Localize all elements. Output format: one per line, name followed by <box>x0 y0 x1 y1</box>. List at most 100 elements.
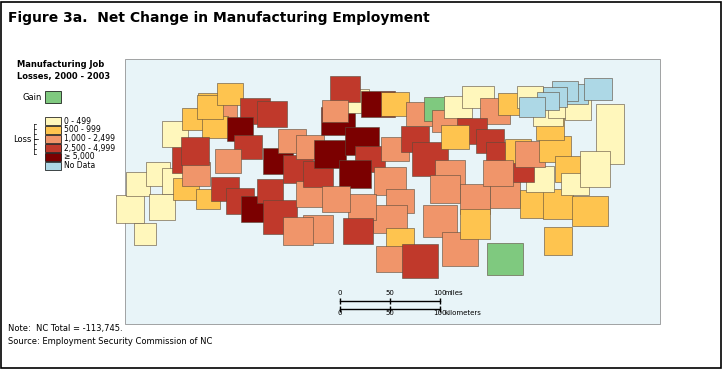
Bar <box>197 95 223 119</box>
Bar <box>441 125 469 149</box>
Bar <box>234 135 262 159</box>
Bar <box>45 117 61 125</box>
Bar <box>442 232 478 266</box>
Text: No Data: No Data <box>64 162 95 170</box>
Bar <box>257 179 283 203</box>
Bar <box>162 168 188 194</box>
Text: 100: 100 <box>433 310 447 316</box>
Bar <box>519 97 545 117</box>
Bar <box>506 156 534 182</box>
Bar <box>483 160 513 186</box>
Bar <box>457 118 487 144</box>
Bar <box>373 205 407 233</box>
Bar <box>498 93 526 115</box>
Bar <box>424 97 452 121</box>
Bar <box>283 155 313 183</box>
Bar <box>402 244 438 278</box>
Bar <box>240 98 270 124</box>
Text: Manufacturing Job: Manufacturing Job <box>17 60 104 69</box>
Bar <box>330 76 360 102</box>
Text: 500 - 999: 500 - 999 <box>64 125 100 134</box>
Bar <box>480 98 510 124</box>
Bar <box>257 101 287 127</box>
Text: 0: 0 <box>338 310 342 316</box>
Bar <box>321 107 355 135</box>
Text: Gain: Gain <box>22 93 42 101</box>
Text: 50: 50 <box>385 290 395 296</box>
Bar <box>580 151 610 187</box>
Bar <box>202 116 228 138</box>
Bar <box>596 104 624 164</box>
Bar <box>376 246 404 272</box>
Bar <box>423 205 457 237</box>
Bar <box>444 96 472 118</box>
Bar <box>198 93 222 115</box>
Bar <box>355 146 385 172</box>
Bar <box>548 96 576 118</box>
Bar <box>572 196 608 226</box>
Bar <box>381 92 409 116</box>
Bar <box>517 86 543 108</box>
Bar <box>406 102 434 126</box>
Bar <box>215 149 241 173</box>
Bar <box>45 144 61 152</box>
Bar <box>196 189 220 209</box>
Bar <box>241 196 269 222</box>
Bar <box>263 148 293 174</box>
Bar <box>314 140 346 168</box>
Bar <box>278 129 306 153</box>
Bar <box>544 227 572 255</box>
Bar <box>526 166 554 192</box>
Bar <box>303 215 333 243</box>
Bar <box>45 91 61 103</box>
Bar <box>227 117 253 141</box>
Text: 2,500 - 4,999: 2,500 - 4,999 <box>64 144 115 152</box>
Bar <box>562 84 588 104</box>
Bar <box>125 59 660 324</box>
Bar <box>487 243 523 275</box>
Bar <box>172 145 200 173</box>
Bar <box>149 194 175 220</box>
Bar <box>126 172 150 196</box>
Bar <box>432 110 458 132</box>
Bar <box>211 177 239 201</box>
Bar <box>561 173 589 195</box>
Bar <box>134 223 156 245</box>
Bar <box>460 209 490 239</box>
Text: 50: 50 <box>385 310 395 316</box>
Bar <box>374 167 406 195</box>
Text: 1,000 - 2,499: 1,000 - 2,499 <box>64 134 115 144</box>
Bar <box>584 78 612 100</box>
Text: 100: 100 <box>433 290 447 296</box>
Bar <box>348 194 376 220</box>
Bar <box>462 86 494 108</box>
Bar <box>515 141 545 167</box>
Bar <box>45 153 61 161</box>
Bar <box>343 218 373 244</box>
Text: kilometers: kilometers <box>444 310 481 316</box>
Bar <box>381 137 409 161</box>
Bar <box>283 217 313 245</box>
Bar <box>555 156 585 182</box>
Bar <box>386 189 414 213</box>
Bar <box>543 87 567 107</box>
Bar <box>339 160 371 188</box>
Bar <box>217 83 243 105</box>
Bar <box>296 135 324 159</box>
Bar <box>182 108 208 130</box>
Bar <box>341 89 369 113</box>
Bar <box>543 189 573 219</box>
Bar <box>520 190 550 218</box>
Text: 0 - 499: 0 - 499 <box>64 117 91 125</box>
Bar <box>536 118 564 140</box>
Text: Source: Employment Security Commission of NC: Source: Employment Security Commission o… <box>8 337 213 345</box>
Bar <box>226 188 254 214</box>
Bar <box>476 129 504 153</box>
Bar <box>181 137 209 165</box>
Text: Loss: Loss <box>14 134 32 144</box>
Bar <box>162 121 188 147</box>
Text: 0: 0 <box>338 290 342 296</box>
Bar <box>45 162 61 170</box>
Bar <box>45 126 61 134</box>
Bar <box>263 200 297 234</box>
